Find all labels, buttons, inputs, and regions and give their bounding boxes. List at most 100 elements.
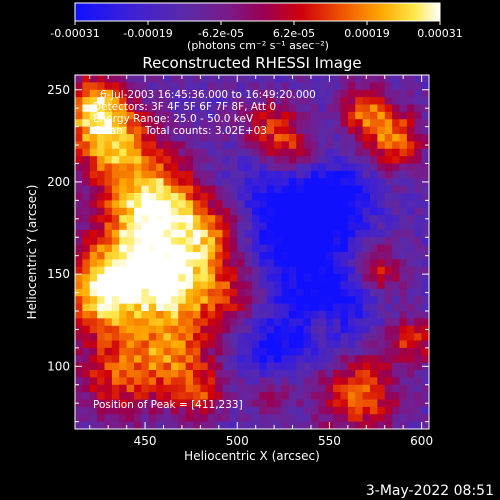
heatmap-cell xyxy=(392,377,400,386)
heatmap-cell xyxy=(200,141,209,150)
heatmap-cell xyxy=(126,163,135,172)
heatmap-cell xyxy=(399,266,408,275)
heatmap-cell xyxy=(281,377,290,386)
heatmap-cell xyxy=(215,207,223,216)
heatmap-cell xyxy=(82,311,91,319)
heatmap-cell xyxy=(392,333,400,341)
heatmap-cell xyxy=(178,355,187,364)
heatmap-cell xyxy=(266,82,275,91)
heatmap-cell xyxy=(340,170,349,179)
heatmap-cell xyxy=(82,333,91,341)
heatmap-cell xyxy=(104,215,113,223)
heatmap-cell xyxy=(200,266,209,275)
heatmap-cell xyxy=(274,207,282,216)
annotation-total-counts: Total counts: 3.02E+03 xyxy=(144,125,267,137)
heatmap-cell xyxy=(362,355,371,364)
heatmap-cell xyxy=(156,252,164,260)
heatmap-cell xyxy=(104,119,113,128)
heatmap-cell xyxy=(384,163,393,172)
heatmap-cell xyxy=(119,222,128,231)
heatmap-cell xyxy=(215,281,223,290)
heatmap-cell xyxy=(244,370,253,378)
heatmap-cell xyxy=(193,355,201,364)
heatmap-cell xyxy=(185,325,194,334)
heatmap-cell xyxy=(347,318,356,327)
heatmap-cell xyxy=(97,362,105,371)
heatmap-cell xyxy=(362,340,371,349)
heatmap-cell xyxy=(384,148,393,157)
heatmap-cell xyxy=(252,259,260,268)
heatmap-cell xyxy=(237,370,246,378)
heatmap-cell xyxy=(318,126,327,135)
heatmap-cell xyxy=(200,75,209,83)
colorbar-tick-label: 0.00019 xyxy=(344,27,390,40)
heatmap-cell xyxy=(111,252,120,260)
heatmap-cell xyxy=(237,163,246,172)
heatmap-cell xyxy=(362,126,371,135)
heatmap-cell xyxy=(200,406,209,415)
heatmap-cell xyxy=(252,377,260,386)
heatmap-cell xyxy=(377,281,386,290)
heatmap-cell xyxy=(170,259,179,268)
heatmap-cell xyxy=(163,406,172,415)
heatmap-cell xyxy=(340,392,349,400)
heatmap-cell xyxy=(288,185,297,194)
heatmap-cell xyxy=(229,340,238,349)
heatmap-cell xyxy=(421,281,429,290)
heatmap-cell xyxy=(355,406,364,415)
heatmap-cell xyxy=(89,156,98,164)
x-axis: 450 500 550 600 xyxy=(89,75,433,448)
heatmap-cell xyxy=(274,126,282,135)
heatmap-cell xyxy=(274,333,282,341)
heatmap-cell xyxy=(384,384,393,393)
heatmap-cell xyxy=(399,185,408,194)
heatmap-cell xyxy=(399,222,408,231)
heatmap-cell xyxy=(318,421,327,429)
heatmap-cell xyxy=(259,370,268,378)
heatmap-cell xyxy=(215,126,223,135)
heatmap-cell xyxy=(281,82,290,91)
heatmap-cell xyxy=(222,355,231,364)
heatmap-cell xyxy=(377,392,386,400)
heatmap-cell xyxy=(222,340,231,349)
heatmap-cell xyxy=(421,384,429,393)
heatmap-cell xyxy=(333,266,341,275)
heatmap-cell xyxy=(215,399,223,408)
heatmap-cell xyxy=(370,318,378,327)
heatmap-cell xyxy=(156,178,164,187)
heatmap-cell xyxy=(274,178,282,187)
heatmap-cell xyxy=(156,207,164,216)
heatmap-cell xyxy=(141,414,150,423)
heatmap-cell xyxy=(141,148,150,157)
heatmap-cell xyxy=(97,156,105,164)
heatmap-cell xyxy=(303,370,312,378)
heatmap-cell xyxy=(82,252,91,260)
heatmap-cell xyxy=(215,244,223,253)
heatmap-cell xyxy=(82,340,91,349)
heatmap-cell xyxy=(377,274,386,282)
heatmap-cell xyxy=(288,340,297,349)
heatmap-cell xyxy=(185,414,194,423)
heatmap-cell xyxy=(296,281,305,290)
heatmap-cell xyxy=(362,163,371,172)
heatmap-cell xyxy=(377,370,386,378)
heatmap-cell xyxy=(163,355,172,364)
heatmap-cell xyxy=(75,156,83,164)
heatmap-cell xyxy=(311,370,319,378)
heatmap-cell xyxy=(406,274,415,282)
heatmap-cell xyxy=(370,126,378,135)
heatmap-cell xyxy=(200,82,209,91)
heatmap-cell xyxy=(325,399,334,408)
heatmap-cell xyxy=(156,347,164,356)
heatmap-cell xyxy=(311,178,319,187)
heatmap-cell xyxy=(163,163,172,172)
heatmap-cell xyxy=(281,141,290,150)
heatmap-cell xyxy=(148,303,157,312)
heatmap-cell xyxy=(222,170,231,179)
heatmap-cell xyxy=(414,111,423,120)
heatmap-cell xyxy=(377,111,386,120)
heatmap-cell xyxy=(126,399,135,408)
heatmap-cell xyxy=(347,229,356,238)
heatmap-cell xyxy=(75,281,83,290)
heatmap-cell xyxy=(347,89,356,98)
